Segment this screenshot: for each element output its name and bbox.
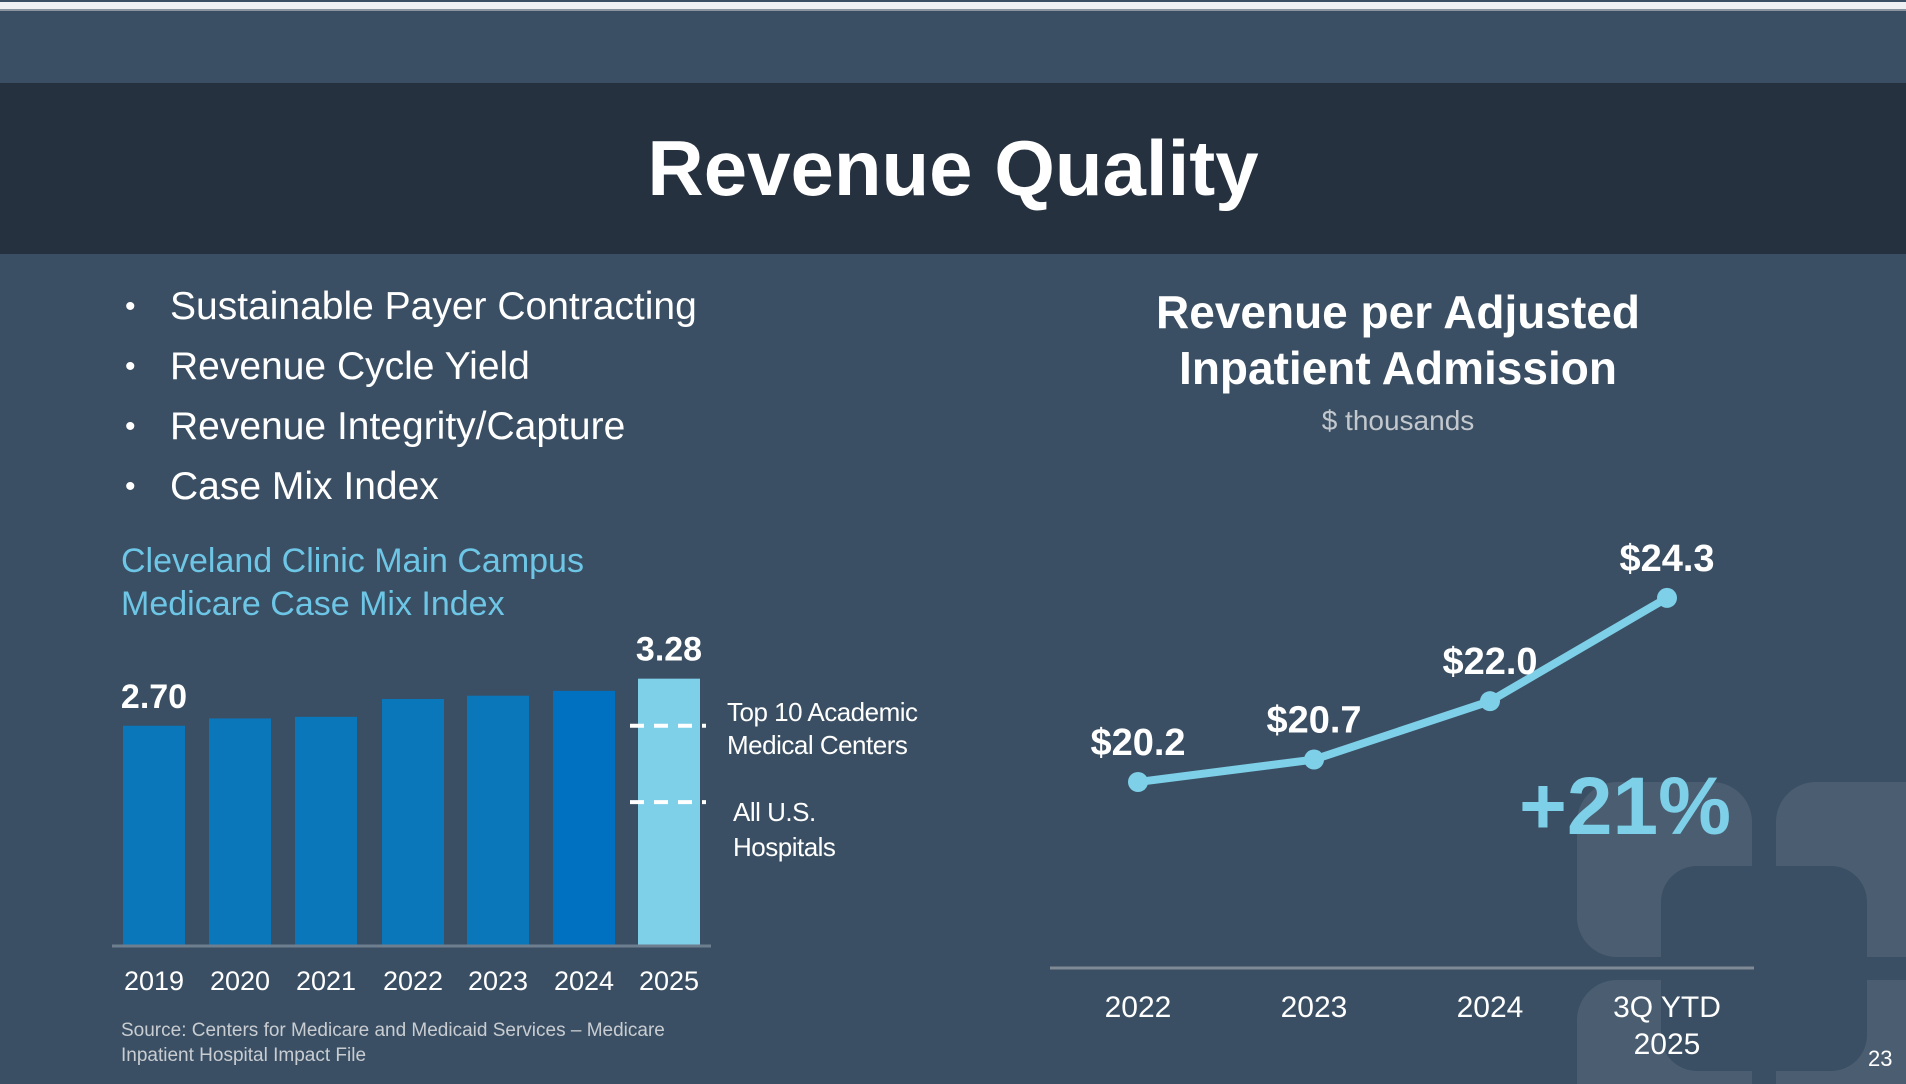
revenue-tick-label-3: 2025 xyxy=(1634,1028,1701,1061)
reference-label-line1: Top 10 Academic xyxy=(727,697,918,727)
bar-2021 xyxy=(295,716,357,945)
top-light-bar xyxy=(0,2,1906,9)
bullet-text: Case Mix Index xyxy=(170,465,439,508)
revenue-tick-label-0: 2022 xyxy=(1105,991,1172,1024)
reference-label-line2: Hospitals xyxy=(733,832,836,862)
page-number: 23 xyxy=(1868,1046,1893,1071)
logo-center-block xyxy=(1661,866,1867,1071)
bullet-item: • Revenue Cycle Yield xyxy=(125,342,697,402)
bar-tick-label-2019: 2019 xyxy=(124,966,184,996)
revenue-chart-title: Revenue per Adjusted Inpatient Admission xyxy=(1098,284,1698,396)
bar-data-label-2019: 2.70 xyxy=(121,678,187,716)
revenue-series-line xyxy=(1137,594,1670,786)
bullet-text: Revenue Integrity/Capture xyxy=(170,405,626,448)
bar-tick-label-2023: 2023 xyxy=(468,966,528,996)
bullet-icon: • xyxy=(125,350,136,383)
bullet-text: Sustainable Payer Contracting xyxy=(170,285,697,328)
revenue-point-3 xyxy=(1657,587,1677,608)
revenue-data-label-2: $22.0 xyxy=(1442,641,1537,683)
bullet-icon: • xyxy=(125,470,136,503)
top-edge-line xyxy=(0,0,1906,2)
bar-tick-label-2025: 2025 xyxy=(639,966,699,996)
bar-2019 xyxy=(123,725,185,945)
bar-tick-label-2024: 2024 xyxy=(554,966,614,996)
bullet-item: • Case Mix Index xyxy=(125,462,697,522)
bar-2025 xyxy=(638,678,700,945)
revenue-tick-label-3: 3Q YTD xyxy=(1613,991,1721,1024)
revenue-tick-label-1: 2023 xyxy=(1281,991,1348,1024)
reference-label-line1: All U.S. xyxy=(733,797,816,827)
cmi-title-line2: Medicare Case Mix Index xyxy=(121,585,505,623)
bullet-list: • Sustainable Payer Contracting • Revenue … xyxy=(125,282,697,522)
revenue-data-label-1: $20.7 xyxy=(1266,700,1361,742)
revenue-data-label-0: $20.2 xyxy=(1090,722,1185,764)
bar-data-label-2025: 3.28 xyxy=(636,631,702,669)
revenue-data-label-3: $24.3 xyxy=(1619,538,1714,580)
bar-2020 xyxy=(209,718,271,945)
source-note: Source: Centers for Medicare and Medicai… xyxy=(121,1018,665,1068)
bullet-item: • Revenue Integrity/Capture xyxy=(125,402,697,462)
revenue-point-1 xyxy=(1304,749,1324,770)
top-divider xyxy=(0,9,1906,11)
bullet-item: • Sustainable Payer Contracting xyxy=(125,282,697,342)
source-line2: Inpatient Hospital Impact File xyxy=(121,1045,367,1066)
bullet-icon: • xyxy=(125,410,136,443)
source-line1: Source: Centers for Medicare and Medicai… xyxy=(121,1020,665,1041)
bullet-text: Revenue Cycle Yield xyxy=(170,345,530,388)
title-band xyxy=(0,83,1906,254)
bar-2023 xyxy=(467,695,529,945)
revenue-point-0 xyxy=(1128,772,1148,792)
bar-2024 xyxy=(553,690,615,945)
bar-tick-label-2022: 2022 xyxy=(383,966,443,996)
bar-tick-label-2020: 2020 xyxy=(210,966,270,996)
growth-annotation: +21% xyxy=(1519,761,1731,852)
cmi-chart-title: Cleveland Clinic Main Campus Medicare Ca… xyxy=(121,540,584,626)
bar-tick-label-2021: 2021 xyxy=(296,966,356,996)
bar-2022 xyxy=(382,698,444,945)
bullet-icon: • xyxy=(125,290,136,323)
revenue-title-line1: Revenue per Adjusted xyxy=(1156,286,1640,338)
revenue-chart-subtitle: $ thousands xyxy=(1321,405,1475,436)
reference-label-line2: Medical Centers xyxy=(727,730,908,760)
revenue-tick-label-2: 2024 xyxy=(1457,991,1524,1024)
revenue-point-2 xyxy=(1480,691,1500,712)
slide-title: Revenue Quality xyxy=(647,124,1259,212)
cmi-title-line1: Cleveland Clinic Main Campus xyxy=(121,542,584,580)
revenue-title-line2: Inpatient Admission xyxy=(1179,342,1617,394)
